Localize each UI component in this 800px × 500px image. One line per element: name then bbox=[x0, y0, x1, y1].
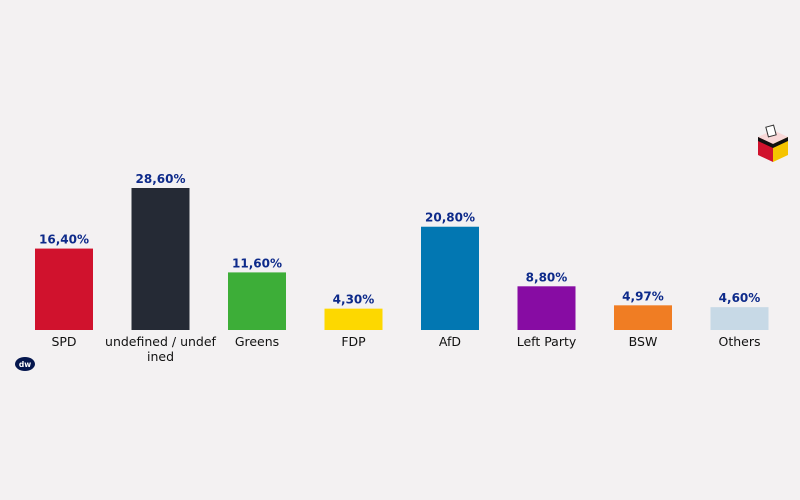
category-label-0: SPD bbox=[51, 334, 76, 349]
bar-5 bbox=[517, 286, 576, 330]
category-label-3: FDP bbox=[341, 334, 366, 349]
value-label-3: 4,30% bbox=[333, 293, 375, 307]
dw-logo-icon: dw bbox=[15, 357, 35, 371]
bar-4 bbox=[421, 226, 479, 330]
bar-7 bbox=[710, 307, 769, 330]
category-label-5: Left Party bbox=[517, 334, 577, 349]
value-label-1: 28,60% bbox=[136, 172, 186, 186]
category-label-1: undefined / undef ined bbox=[105, 334, 217, 364]
category-label-6: BSW bbox=[629, 334, 658, 349]
category-label-2: Greens bbox=[235, 334, 279, 349]
category-label-7: Others bbox=[718, 334, 760, 349]
value-label-0: 16,40% bbox=[39, 233, 89, 247]
value-label-2: 11,60% bbox=[232, 256, 282, 270]
bar-0 bbox=[35, 248, 93, 330]
value-label-6: 4,97% bbox=[622, 289, 664, 303]
category-label-4: AfD bbox=[439, 334, 461, 349]
bar-1 bbox=[131, 188, 190, 330]
ballot-box-icon bbox=[758, 124, 788, 162]
value-label-7: 4,60% bbox=[719, 291, 761, 305]
value-label-4: 20,80% bbox=[425, 211, 475, 225]
value-label-5: 8,80% bbox=[526, 270, 568, 284]
bar-3 bbox=[324, 308, 383, 330]
svg-text:dw: dw bbox=[19, 360, 31, 369]
bar-2 bbox=[228, 272, 286, 330]
bar-6 bbox=[614, 305, 672, 330]
